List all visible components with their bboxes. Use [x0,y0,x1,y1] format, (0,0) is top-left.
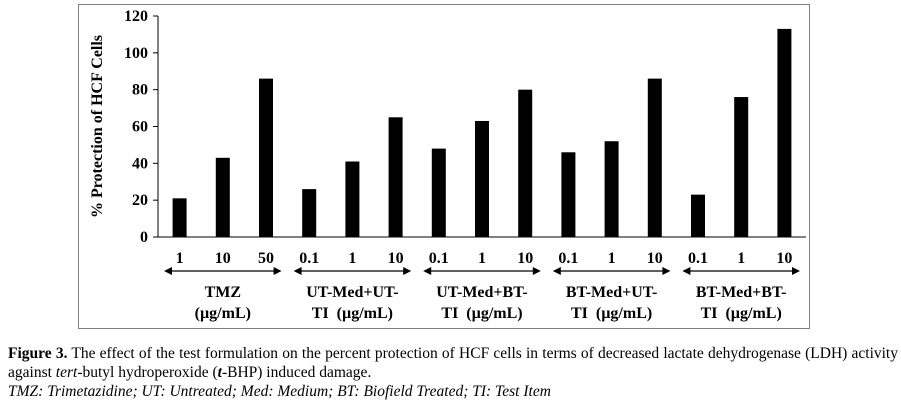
caption-main: Figure 3. The effect of the test formula… [8,344,898,382]
group-label-line1: UT-Med+BT- [436,284,528,301]
group-label-line2: TI (µg/mL) [571,305,652,322]
bar [691,194,705,237]
bar [302,189,317,237]
x-tick-label: 1 [478,250,486,267]
y-tick-label: 80 [132,82,148,99]
x-tick-label: 0.1 [429,250,449,267]
figure-label: Figure 3. [8,345,68,362]
bar-chart: % Protection of HCF Cells 0 20 40 60 80 100 12… [89,8,806,322]
x-tick-label: 10 [776,250,792,267]
group-label-line1: TMZ [205,284,241,301]
y-axis-label: % Protection of HCF Cells [89,35,106,218]
x-tick-label: 1 [608,250,616,267]
bar [647,78,662,237]
group-label-line1: BT-Med+UT- [566,284,658,301]
x-tick-label: 1 [737,250,745,267]
group-label-line1: UT-Med+UT- [306,284,398,301]
bar [561,152,576,237]
bracket-arrow-left [682,267,691,275]
group-label-line1: BT-Med+BT- [696,284,787,301]
bracket-arrow-right [403,267,412,275]
bracket-arrow-left [164,267,172,275]
bracket-arrow-right [662,267,671,275]
bracket-arrow-left [293,267,302,275]
x-tick-label: 1 [176,250,184,267]
caption-abbreviations: TMZ: Trimetazidine; UT: Untreated; Med: … [8,383,551,400]
group-bracket [552,267,671,275]
bracket-arrow-right [792,267,800,275]
x-tick-label: 0.1 [688,250,708,267]
x-tick-label: 50 [258,250,274,267]
caption-tert: tert [55,364,78,381]
x-tick-label: 1 [348,250,356,267]
group-label-line2: TI (µg/mL) [441,305,522,322]
bar [734,97,749,238]
bar [345,161,360,237]
bar [215,157,230,237]
group-bracket [682,267,800,275]
x-tick-label: 10 [388,250,404,267]
x-tick-label: 10 [517,250,533,267]
x-tick-labels: 1 10 50 0.1 1 10 0.1 1 10 0.1 1 10 0.1 1 10 [176,250,793,267]
bracket-arrow-left [552,267,561,275]
group-labels: TMZ (µg/mL) UT-Med+UT- TI (µg/mL) UT-Med+BT-… [164,267,800,322]
x-tick-label: 10 [215,250,231,267]
bar [777,28,792,238]
bracket-arrow-right [532,267,541,275]
group-bracket [293,267,412,275]
y-tick-label: 0 [140,229,148,246]
y-axis-label-group: % Protection of HCF Cells [89,35,106,218]
figure-caption: Figure 3. The effect of the test formula… [8,344,898,401]
group-bracket [423,267,541,275]
group-bracket [164,267,282,275]
y-tick-label: 100 [124,45,148,62]
x-tick-label: 10 [647,250,663,267]
y-tick-label: 20 [132,192,148,209]
y-tick-label: 40 [132,155,148,172]
caption-t: t [217,364,222,381]
caption-text-1: The effect of the test formulation on th… [8,345,898,381]
bar [475,120,489,237]
x-tick-label: 0.1 [299,250,319,267]
y-tick-label: 60 [132,119,148,136]
caption-text-2: -butyl hydroperoxide ( [77,364,218,381]
chart-frame: % Protection of HCF Cells 0 20 40 60 80 100 12… [78,4,810,329]
bar [259,78,273,237]
bar [388,117,403,237]
x-tick-label: 0.1 [558,250,578,267]
y-ticks: 0 20 40 60 80 100 120 [124,8,158,246]
caption-text-3: -BHP) induced damage. [221,364,372,381]
bracket-arrow-right [273,267,282,275]
bar [518,89,533,238]
bar [431,148,446,237]
bars [172,28,792,238]
group-label-line2: TI (µg/mL) [312,305,393,322]
y-tick-label: 120 [124,8,148,25]
group-label-line2: TI (µg/mL) [701,305,782,322]
bracket-arrow-left [423,267,432,275]
bar [604,141,619,237]
group-label-line2: (µg/mL) [195,305,251,322]
bar [172,198,187,237]
